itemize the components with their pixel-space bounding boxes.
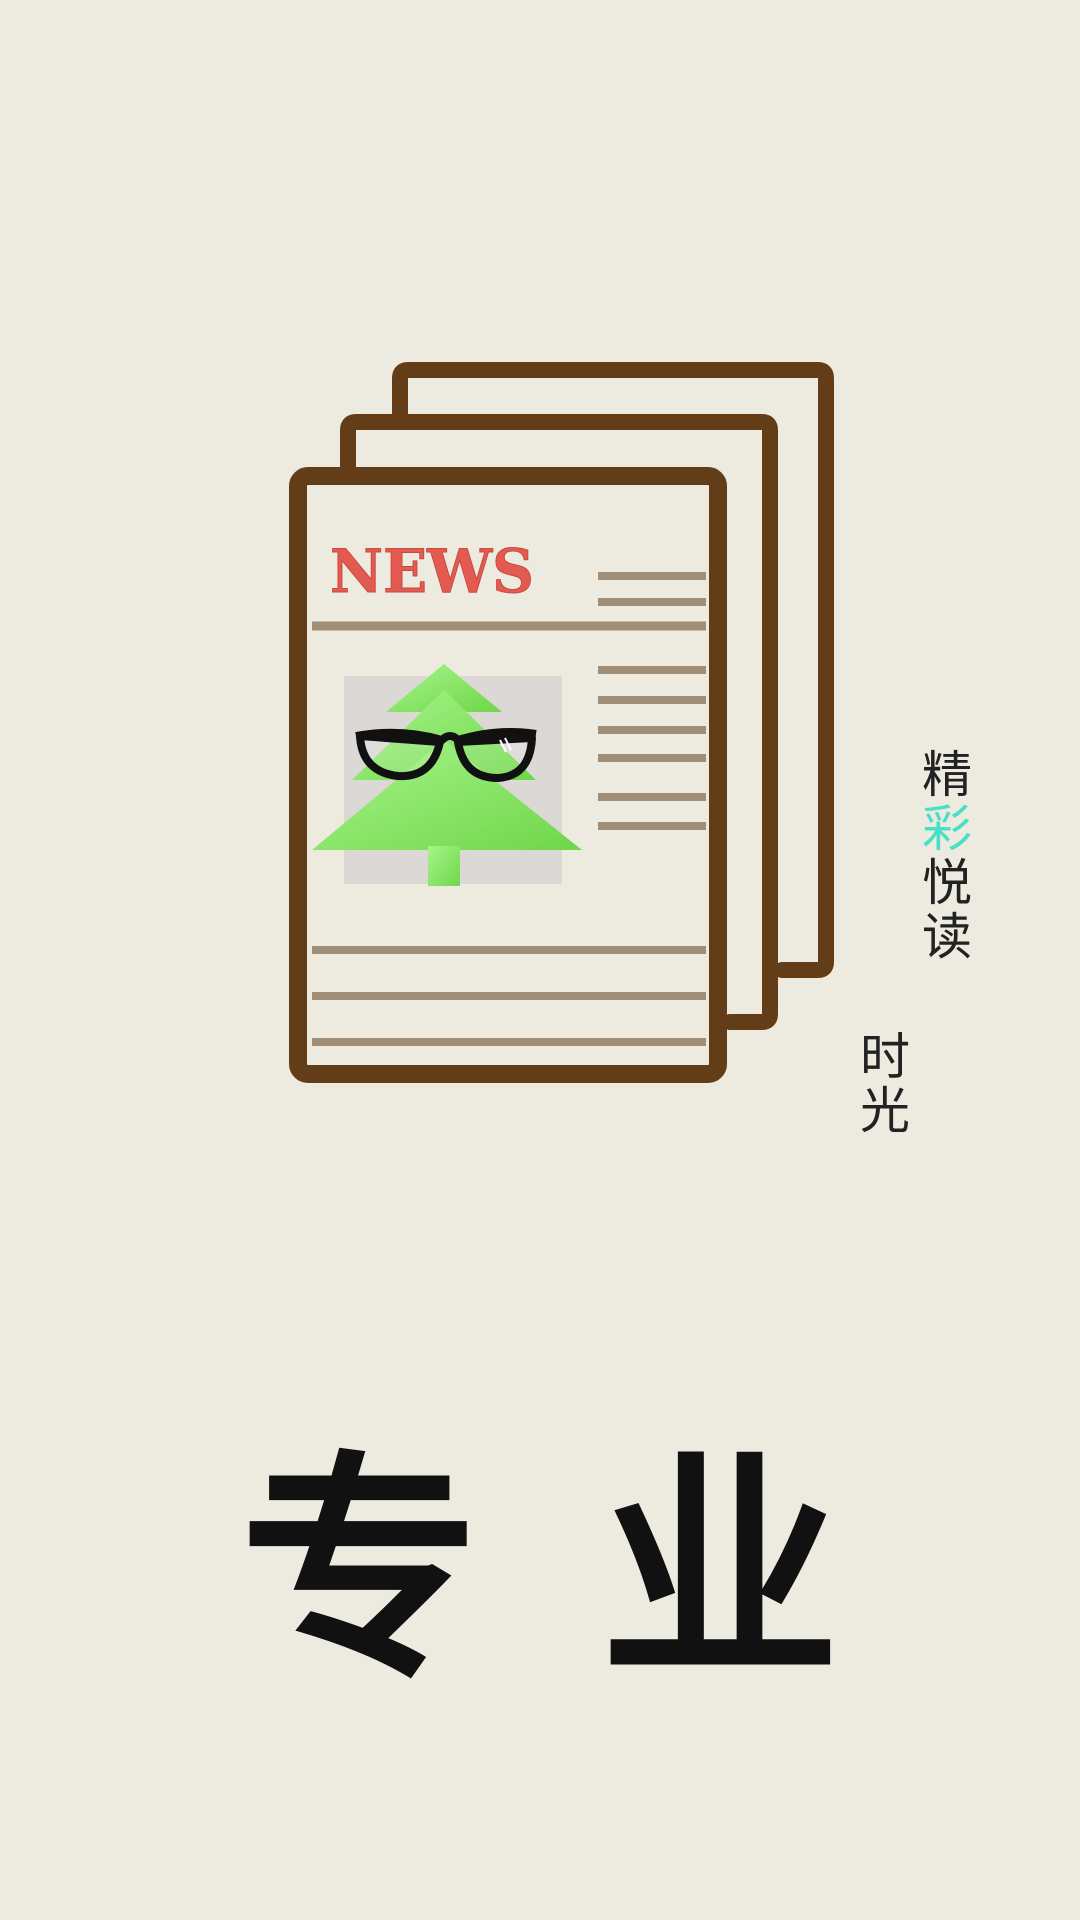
news-headline: NEWS [330, 537, 534, 607]
headline-side-lines [598, 572, 706, 606]
title-char: 专 [239, 1429, 480, 1711]
newspaper-back-sheet [392, 362, 834, 978]
slogan-char: 光 [860, 1082, 910, 1140]
bottom-text-lines [312, 946, 706, 1046]
slogan-char-accent: 彩 [922, 800, 972, 858]
glasses-icon [355, 728, 537, 782]
slogan-char: 时 [860, 1028, 910, 1086]
slogan-char: 悦 [922, 854, 972, 912]
newspaper-middle-sheet [340, 414, 778, 1030]
slogan-column-right: 精 彩 悦 读 [922, 748, 972, 964]
title-char: 业 [600, 1429, 841, 1711]
newspaper-illustration: NEWS [289, 362, 834, 1083]
slogan-column-left: 时 光 [860, 1030, 910, 1138]
article-text-lines [598, 666, 706, 830]
page-title: 专 业 [0, 1430, 1080, 1710]
article-photo [312, 664, 582, 886]
slogan-char: 读 [922, 908, 972, 966]
slogan-char: 精 [922, 746, 972, 804]
